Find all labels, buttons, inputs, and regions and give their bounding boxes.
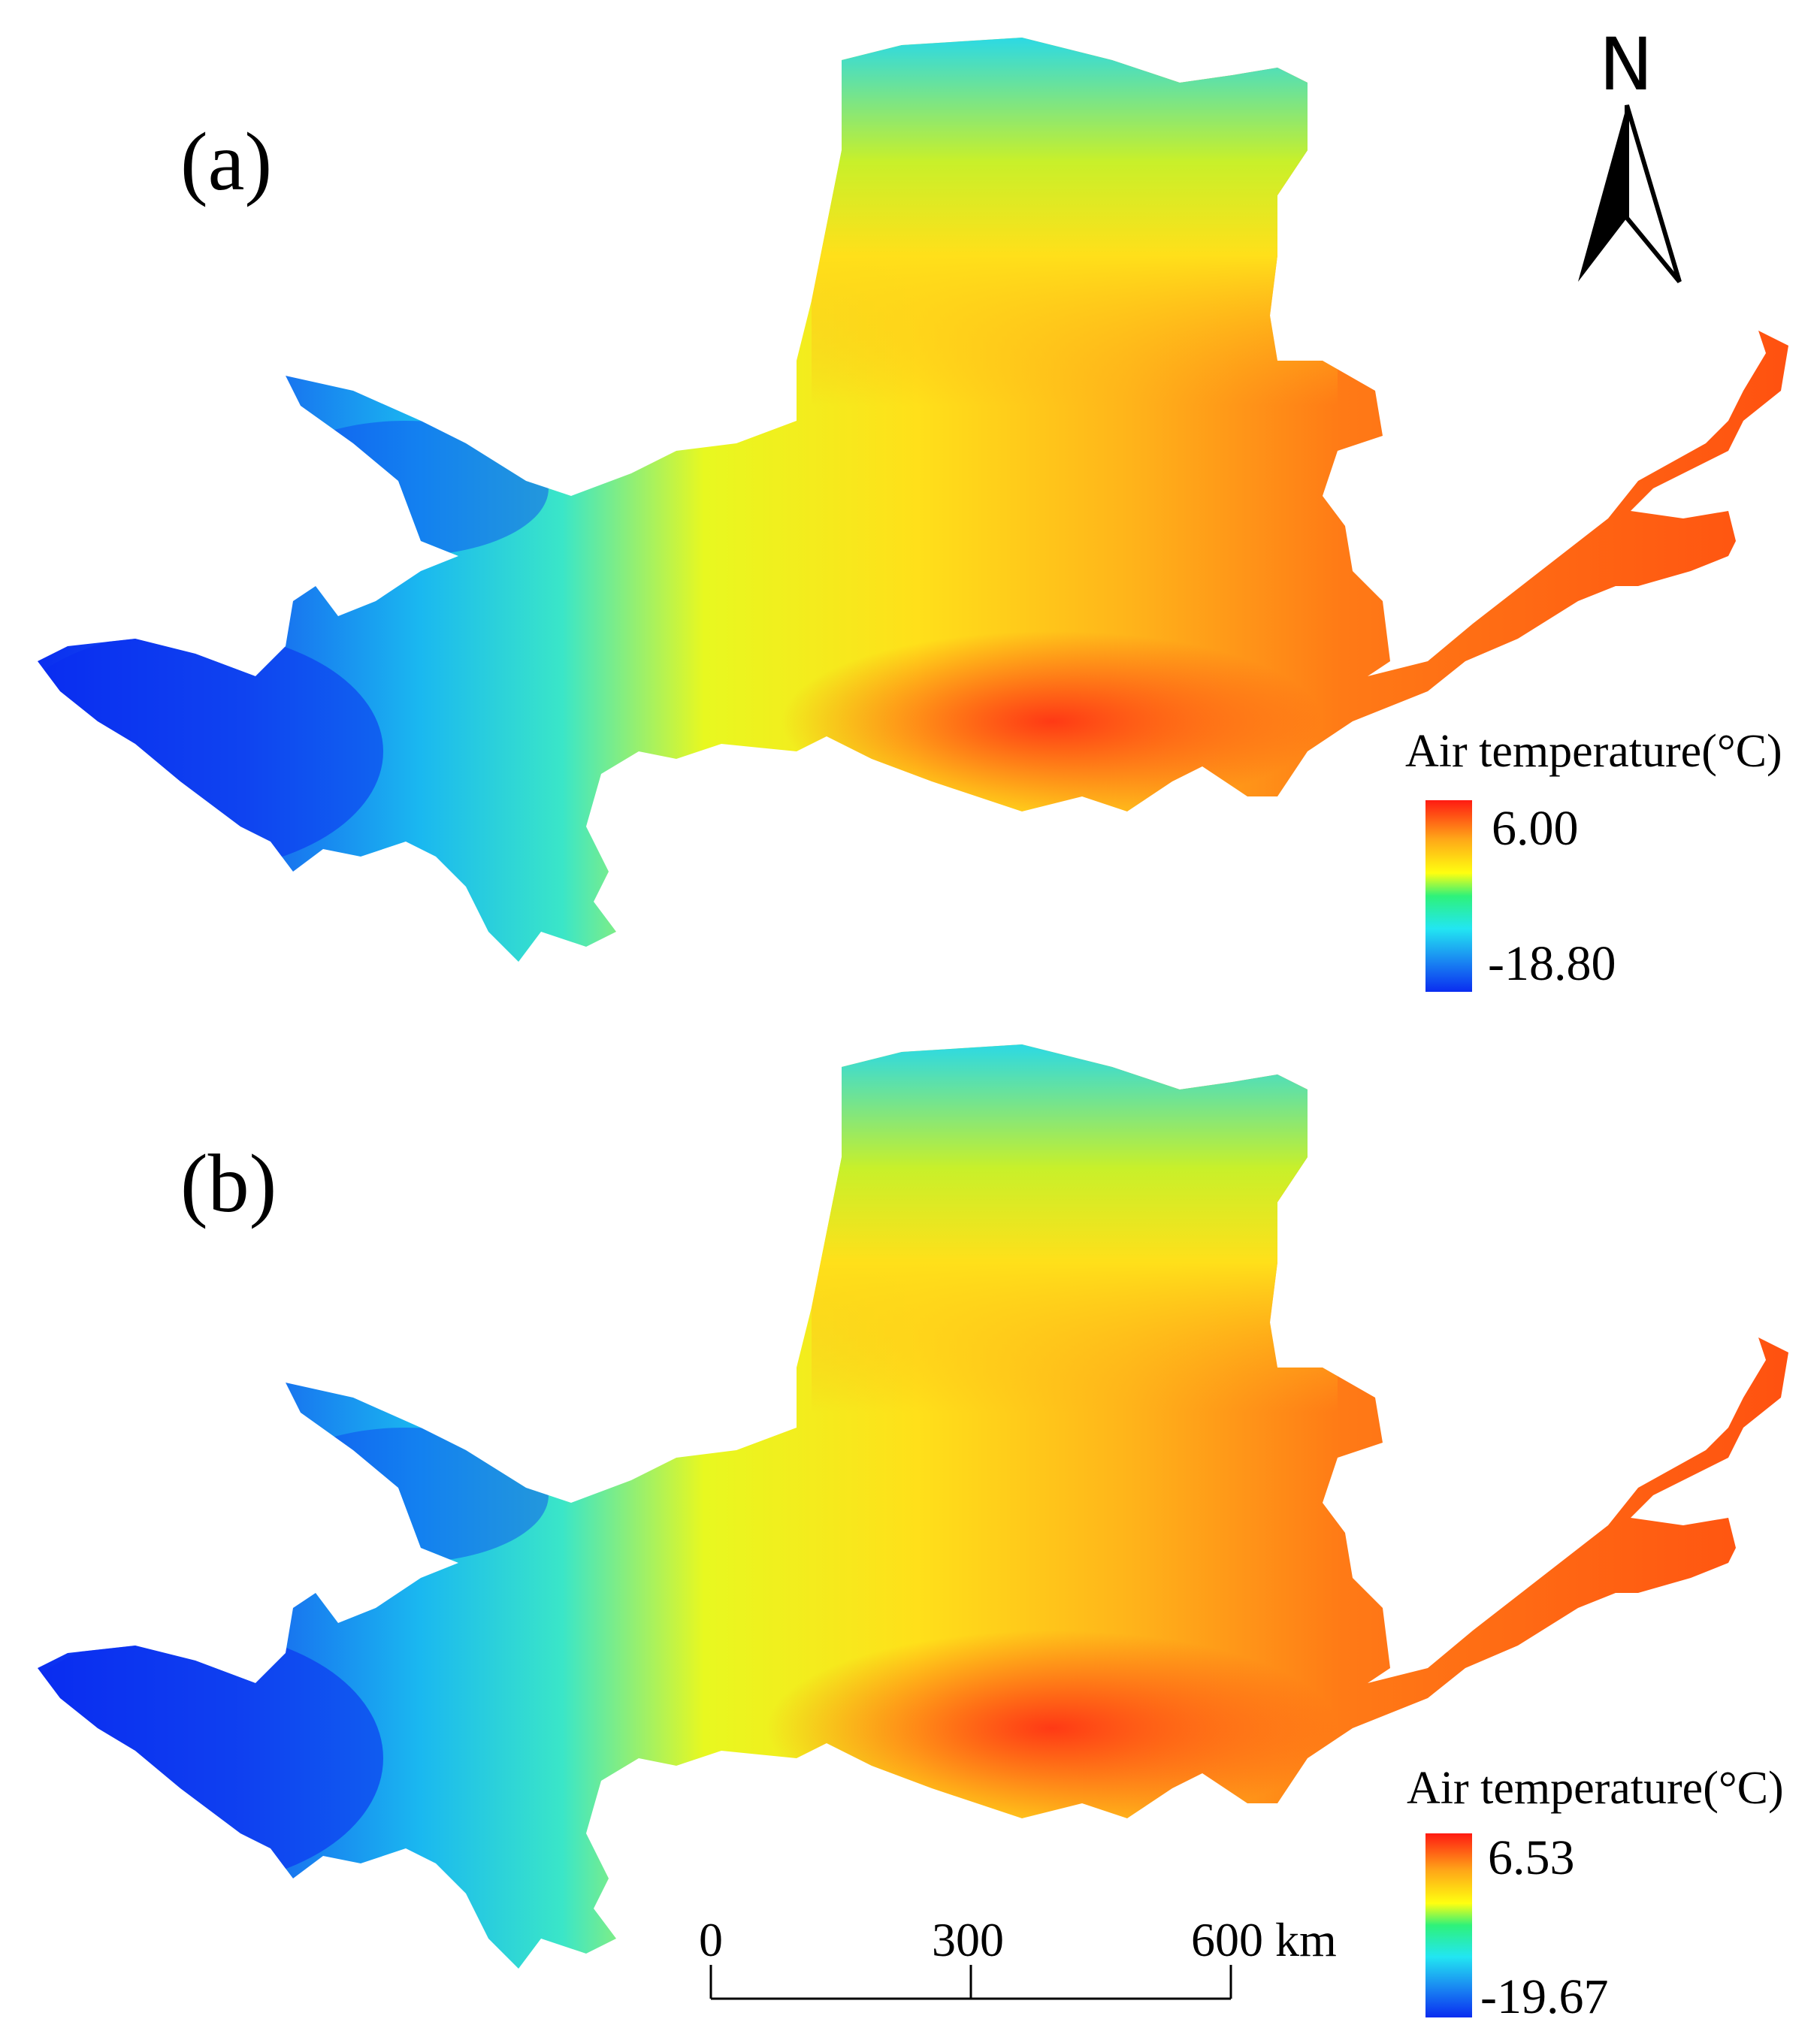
legend-a-title: Air temperature(°C) xyxy=(1405,726,1782,777)
legend-b-title: Air temperature(°C) xyxy=(1407,1763,1784,1814)
scale-label-600: 600 km xyxy=(1191,1913,1337,1966)
scale-label-0: 0 xyxy=(699,1913,723,1966)
north-arrow-icon xyxy=(1578,104,1682,283)
scale-bar xyxy=(709,1965,1232,2000)
legend-a-colorbar xyxy=(1425,800,1472,992)
legend-b-colorbar xyxy=(1425,1833,1472,2017)
panel-label-b: (b) xyxy=(180,1138,277,1229)
panel-label-a: (a) xyxy=(180,116,273,207)
legend-b-min: -19.67 xyxy=(1480,1969,1609,2024)
legend-a-min: -18.80 xyxy=(1488,936,1616,991)
north-letter: N xyxy=(1599,23,1653,107)
legend-b-max: 6.53 xyxy=(1488,1830,1575,1885)
scale-label-300: 300 xyxy=(932,1913,1004,1966)
legend-a-max: 6.00 xyxy=(1492,801,1579,856)
